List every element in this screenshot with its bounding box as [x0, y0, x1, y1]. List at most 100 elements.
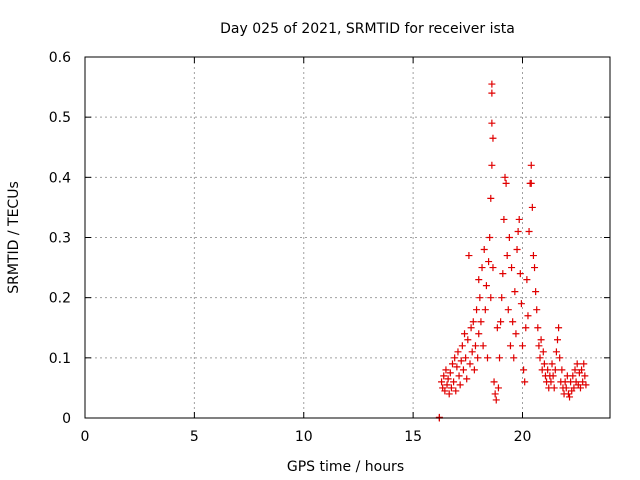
- x-tick-label: 20: [514, 429, 532, 445]
- y-tick-label: 0.6: [49, 50, 71, 66]
- data-point: [506, 234, 513, 241]
- chart-title: Day 025 of 2021, SRMTID for receiver ist…: [220, 21, 515, 37]
- data-point: [558, 366, 565, 373]
- data-point: [483, 282, 490, 289]
- data-point: [526, 228, 533, 235]
- data-point: [489, 135, 496, 142]
- data-point: [489, 264, 496, 271]
- data-point: [538, 336, 545, 343]
- data-point: [514, 246, 521, 253]
- x-tick-label: 5: [190, 429, 199, 445]
- data-point: [461, 330, 468, 337]
- y-tick-label: 0.5: [49, 110, 71, 126]
- data-point: [472, 342, 479, 349]
- data-point: [534, 324, 541, 331]
- data-point: [451, 354, 458, 361]
- data-point: [464, 336, 471, 343]
- data-point: [498, 294, 505, 301]
- data-point: [540, 348, 547, 355]
- data-point: [553, 348, 560, 355]
- x-tick-label: 15: [404, 429, 422, 445]
- data-point: [535, 342, 542, 349]
- data-point: [521, 378, 528, 385]
- data-point: [479, 264, 486, 271]
- data-point: [547, 378, 554, 385]
- data-point: [537, 354, 544, 361]
- srmtid-chart: Day 025 of 2021, SRMTID for receiver ist…: [0, 0, 640, 480]
- data-point: [528, 162, 535, 169]
- data-point: [523, 276, 530, 283]
- data-point: [476, 294, 483, 301]
- data-point: [469, 348, 476, 355]
- data-point: [500, 216, 507, 223]
- data-point: [475, 330, 482, 337]
- data-point: [520, 366, 527, 373]
- data-point: [487, 195, 494, 202]
- data-point: [495, 384, 502, 391]
- data-point: [456, 372, 463, 379]
- data-point: [532, 288, 539, 295]
- y-tick-label: 0.3: [49, 231, 71, 247]
- data-point: [549, 360, 556, 367]
- data-point: [471, 366, 478, 373]
- data-point: [541, 360, 548, 367]
- data-point: [488, 90, 495, 97]
- data-point: [554, 336, 561, 343]
- data-point: [516, 216, 523, 223]
- data-point: [502, 174, 509, 181]
- data-point: [468, 324, 475, 331]
- data-point: [474, 354, 481, 361]
- data-point: [544, 366, 551, 373]
- data-point: [496, 354, 503, 361]
- data-point: [470, 318, 477, 325]
- data-point: [556, 354, 563, 361]
- data-point: [551, 384, 558, 391]
- data-point: [529, 204, 536, 211]
- data-point: [509, 318, 516, 325]
- data-point: [457, 381, 464, 388]
- data-point: [519, 342, 526, 349]
- data-point: [552, 366, 559, 373]
- data-point: [530, 252, 537, 259]
- data-point: [488, 81, 495, 88]
- data-point: [505, 306, 512, 313]
- data-point: [517, 270, 524, 277]
- y-axis-label: SRMTID / TECUs: [6, 181, 22, 294]
- data-point: [528, 180, 535, 187]
- data-point: [480, 342, 487, 349]
- data-point: [569, 372, 576, 379]
- data-point: [533, 306, 540, 313]
- data-point: [494, 324, 501, 331]
- data-point: [507, 342, 514, 349]
- data-points: [436, 81, 590, 422]
- data-point: [511, 288, 518, 295]
- x-axis-label: GPS time / hours: [287, 459, 404, 475]
- data-point: [550, 372, 557, 379]
- grid-lines: [85, 57, 610, 418]
- data-point: [482, 306, 489, 313]
- data-point: [493, 396, 500, 403]
- data-point: [484, 354, 491, 361]
- data-point: [510, 354, 517, 361]
- data-point: [487, 294, 494, 301]
- data-point: [512, 330, 519, 337]
- data-point: [488, 162, 495, 169]
- data-point: [518, 300, 525, 307]
- data-point: [504, 252, 511, 259]
- data-point: [531, 264, 538, 271]
- data-point: [477, 318, 484, 325]
- data-point: [515, 228, 522, 235]
- data-point: [555, 324, 562, 331]
- axis-ticks: 0 5 10 15 20 0 0.1 0.2 0.3 0.4 0.5 0.6: [49, 50, 610, 445]
- data-point: [473, 306, 480, 313]
- data-point: [486, 234, 493, 241]
- data-point: [492, 390, 499, 397]
- data-point: [459, 342, 466, 349]
- data-point: [465, 252, 472, 259]
- data-point: [467, 360, 474, 367]
- data-point: [522, 324, 529, 331]
- x-tick-label: 10: [295, 429, 313, 445]
- data-point: [485, 258, 492, 265]
- data-point: [460, 366, 467, 373]
- data-point: [499, 270, 506, 277]
